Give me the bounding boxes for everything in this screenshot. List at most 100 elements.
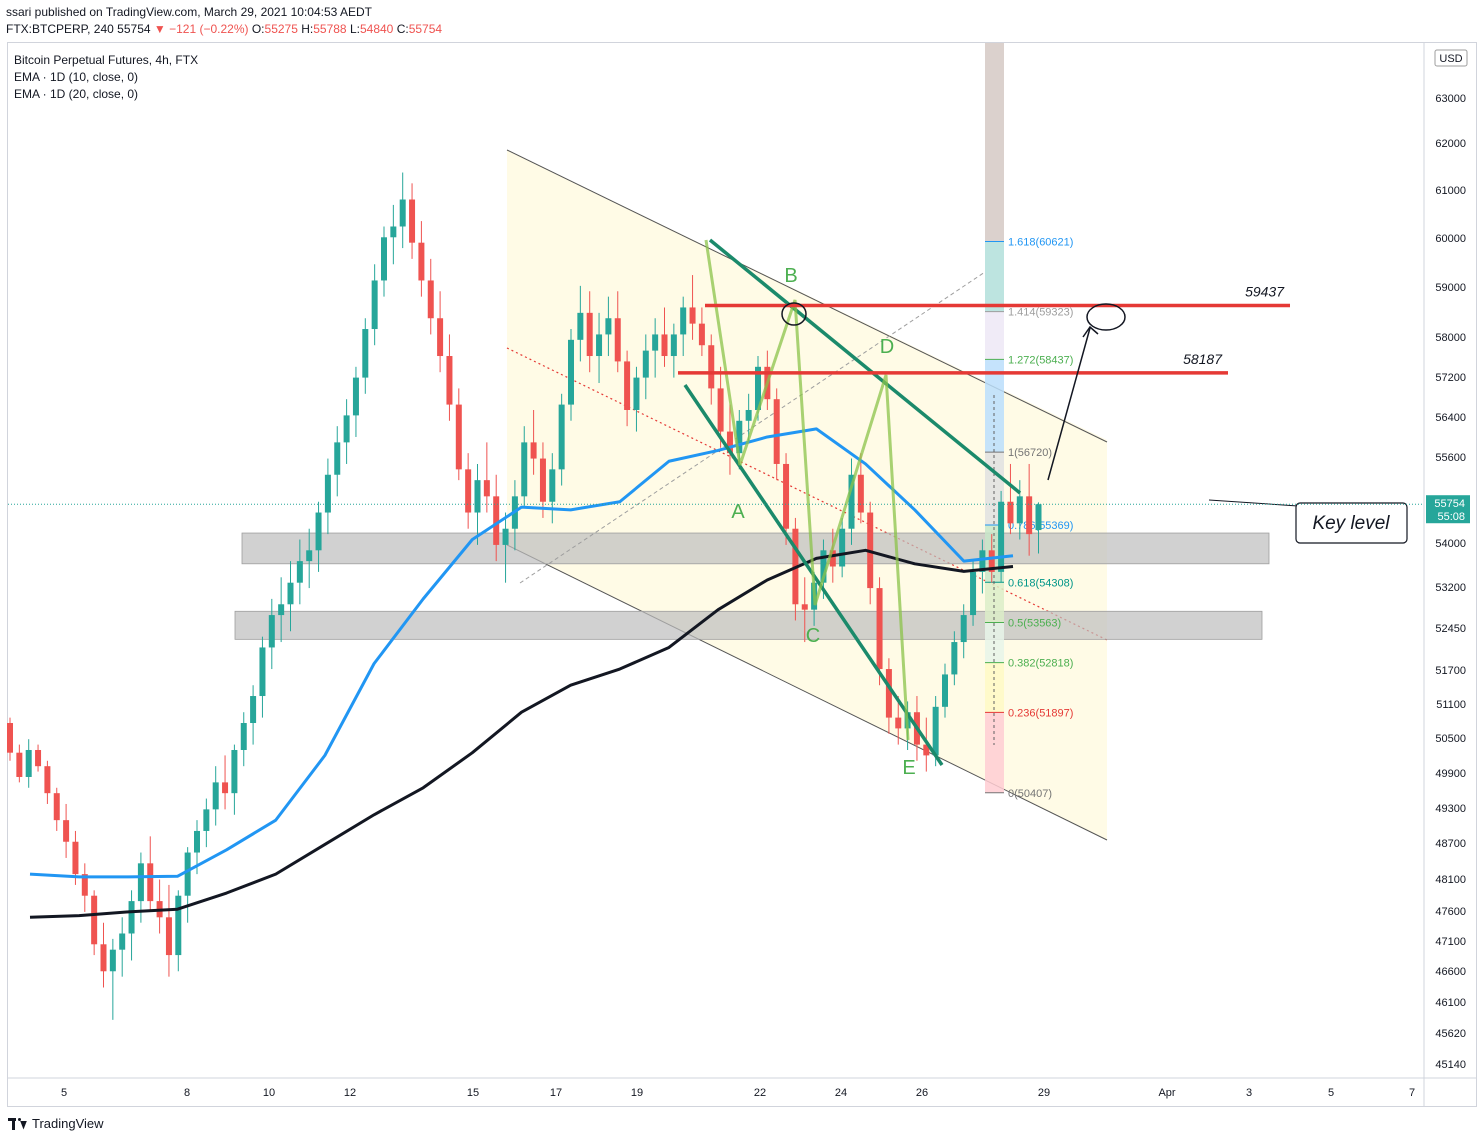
channel-lower-line [506,544,1108,841]
currency-badge [1434,49,1468,67]
y-tick-label: 51700 [1435,665,1466,677]
price-tag-value: 55754 [1434,498,1465,510]
candle-down [418,242,425,281]
candle-up [352,377,359,416]
candle-up [287,582,294,605]
candle-up [848,474,855,529]
currency-label: USD [1439,53,1462,65]
candle-down [63,820,70,842]
price-tag [1426,495,1470,524]
candle-up [558,404,565,470]
chart-frame [7,42,1477,1107]
wave-label-C: C [806,625,820,647]
x-tick-label: 7 [1409,1087,1415,1099]
x-tick-label: 5 [61,1087,67,1099]
y-tick-label: 60000 [1435,233,1466,245]
resistance-label-59437: 59437 [1245,283,1285,299]
candle-up [745,409,752,421]
candle-up [932,706,939,756]
x-tick-label: 10 [263,1087,275,1099]
candle-down [409,199,416,243]
candle-down [427,280,434,319]
candle-down [988,550,995,572]
legend-title[interactable]: Bitcoin Perpetual Futures, 4h, FTX [14,53,199,67]
candle-down [44,766,51,794]
candle-up [970,571,977,616]
y-tick-label: 51100 [1436,699,1466,711]
fib-trendline [519,271,986,584]
open-value: 55275 [264,22,298,36]
candle-up [371,280,378,330]
candle-down [1026,496,1033,535]
candle-up [839,528,846,567]
high-label: H: [301,22,314,36]
candle-up [184,852,191,896]
annotation-circle-target [1086,303,1126,331]
channel-upper-line [506,149,1108,443]
candle-down [614,318,621,362]
x-tick-label: 29 [1038,1087,1050,1099]
x-tick-label: 12 [344,1087,356,1099]
candle-up [736,420,743,454]
candle-down [586,312,593,357]
candle-up [324,474,331,513]
y-tick-label: 45140 [1435,1059,1466,1071]
x-tick-label: 22 [754,1087,766,1099]
candle-down [222,782,229,794]
candle-up [1035,504,1042,531]
publish-info: ssari published on TradingView.com, Marc… [6,5,372,19]
legend-ema20[interactable]: EMA · 1D (20, close, 0) [14,87,139,101]
channel-midline [506,347,1108,641]
callout-pointer [1208,499,1299,507]
ema20-line [29,548,1014,919]
symbol-ohlc-line: FTX:BTCPERP, 240 55754 ▼ −121 (−0.22%) O… [6,22,442,36]
fib-band-5 [985,582,1004,623]
fib-band-7 [985,662,1004,713]
candle-up [212,782,219,810]
candle-up [381,237,387,281]
pattern-trendline-2 [708,238,1022,495]
candle-down [857,474,864,513]
annotation-arrow-line [1047,327,1091,481]
legend-ema10[interactable]: EMA · 1D (10, close, 0) [14,70,139,84]
fib-level-label: 0.382(52818) [1008,658,1073,670]
annotation-circle-b [781,302,807,326]
candle-up [306,550,313,562]
candle-up [390,226,397,238]
candle-down [698,323,705,346]
y-tick-label: 59000 [1435,282,1466,294]
candle-up [755,366,761,410]
candle-up [642,350,649,378]
wave-label-E: E [902,757,915,779]
tradingview-logo[interactable]: TradingView [8,1116,104,1131]
candle-down [7,723,13,753]
symbol-label[interactable]: FTX:BTCPERP, 240 [6,22,114,36]
x-tick-label: Apr [1158,1087,1175,1099]
candle-up [652,334,659,351]
candle-down [708,345,715,389]
support-zone-2 [234,610,1263,640]
candle-up [315,512,322,551]
y-tick-label: 55600 [1435,452,1466,464]
price-tag-countdown: 55:08 [1437,511,1465,523]
candle-down [16,752,23,777]
candle-up [577,312,584,340]
candle-up [633,377,640,410]
fib-level-label: 0.618(54308) [1008,577,1073,589]
x-tick-label: 5 [1328,1087,1334,1099]
candle-down [876,588,883,670]
candle-down [165,917,172,956]
candle-down [493,496,500,545]
candle-up [128,901,135,934]
x-tick-label: 8 [184,1087,190,1099]
y-tick-label: 57200 [1435,372,1466,384]
candle-down [885,669,892,718]
fib-level-label: 1(56720) [1008,447,1052,459]
candle-down [773,399,780,464]
candle-down [147,863,154,902]
candle-up [680,307,687,335]
y-tick-label: 49900 [1435,768,1466,780]
fib-level-label: 1.414(59323) [1008,307,1073,319]
candle-up [399,199,406,227]
